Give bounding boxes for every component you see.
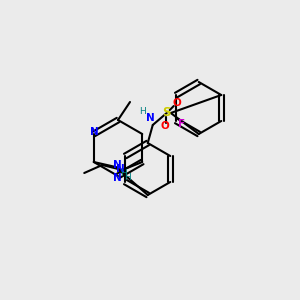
Text: N: N (146, 113, 155, 123)
Text: H: H (120, 169, 127, 178)
Text: N: N (116, 164, 124, 174)
Text: H: H (124, 173, 130, 182)
Text: O: O (160, 121, 169, 131)
Text: H: H (140, 107, 146, 116)
Text: N: N (113, 160, 122, 170)
Text: N: N (112, 173, 122, 183)
Text: N: N (90, 127, 99, 137)
Text: O: O (172, 98, 181, 108)
Text: S: S (163, 106, 171, 119)
Text: F: F (178, 119, 185, 129)
